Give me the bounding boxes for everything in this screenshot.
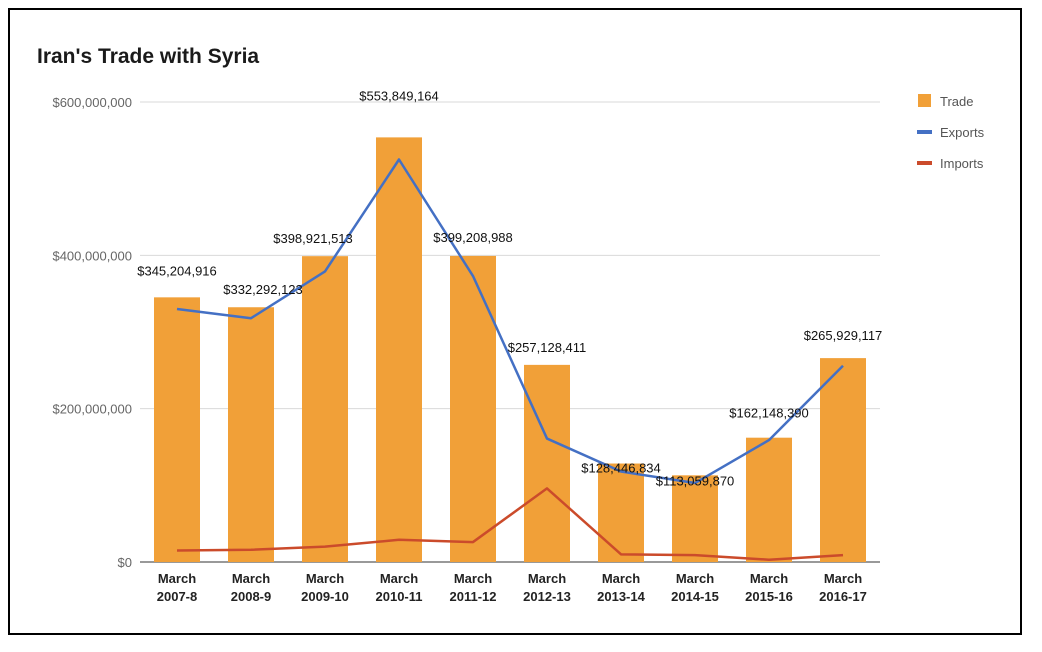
trade-bar [228, 307, 274, 562]
x-tick-label: March [158, 571, 196, 586]
trade-bar [376, 137, 422, 562]
x-tick-label: March [750, 571, 788, 586]
trade-bar [524, 364, 570, 562]
x-tick-label: March [676, 571, 714, 586]
x-tick-label: March [232, 571, 270, 586]
series-lines [176, 158, 844, 561]
x-tick-label: 2015-16 [745, 589, 793, 604]
legend-swatch-imports [917, 161, 932, 165]
data-labels: $345,204,916 $332,292,123 $398,921,513 $553… [137, 88, 882, 488]
x-tick-label: March [824, 571, 862, 586]
data-label: $265,929,117 [804, 328, 883, 343]
trade-bars [154, 137, 866, 563]
x-tick-label: March [602, 571, 640, 586]
y-tick-label: $400,000,000 [52, 248, 132, 263]
trade-bar [598, 463, 644, 562]
x-axis: March 2007-8 March 2008-9 March 2009-10 March 2… [157, 571, 867, 604]
x-tick-label: 2014-15 [671, 589, 719, 604]
x-tick-label: March [306, 571, 344, 586]
legend-label: Trade [940, 94, 973, 109]
trade-bar [450, 255, 496, 563]
y-tick-label: $600,000,000 [52, 95, 132, 110]
trade-bar [154, 297, 200, 562]
data-label: $257,128,411 [508, 340, 587, 355]
trade-bar [746, 437, 792, 562]
exports-line [176, 158, 844, 485]
chart-title: Iran's Trade with Syria [37, 45, 259, 68]
x-tick-label: 2011-12 [450, 589, 497, 604]
trade-bar [302, 256, 348, 562]
data-label: $553,849,164 [359, 88, 439, 103]
data-label: $162,148,390 [729, 406, 809, 421]
x-tick-label: 2013-14 [597, 589, 645, 604]
trade-bar [672, 475, 718, 562]
x-tick-label: 2007-8 [157, 589, 197, 604]
legend-swatch-exports [917, 130, 932, 134]
legend-swatch-trade [918, 94, 931, 107]
data-label: $398,921,513 [273, 231, 353, 246]
y-tick-label: $0 [118, 555, 132, 570]
legend-label: Exports [940, 125, 985, 140]
imports-line [176, 487, 844, 561]
x-tick-label: 2012-13 [523, 589, 571, 604]
data-label: $399,208,988 [433, 230, 513, 245]
x-tick-label: March [380, 571, 418, 586]
x-tick-label: 2016-17 [819, 589, 867, 604]
x-tick-label: March [454, 571, 492, 586]
x-tick-label: 2008-9 [231, 589, 271, 604]
trade-bar [820, 358, 866, 562]
y-tick-label: $200,000,000 [52, 402, 132, 417]
x-tick-label: 2009-10 [301, 589, 349, 604]
x-tick-label: 2010-11 [376, 589, 423, 604]
data-label: $128,446,834 [581, 461, 661, 476]
legend-label: Imports [940, 156, 984, 171]
data-label: $345,204,916 [137, 263, 217, 278]
x-tick-label: March [528, 571, 566, 586]
legend: Trade Exports Imports [917, 94, 985, 171]
data-label: $113,059,870 [656, 473, 735, 488]
data-label: $332,292,123 [223, 282, 303, 297]
